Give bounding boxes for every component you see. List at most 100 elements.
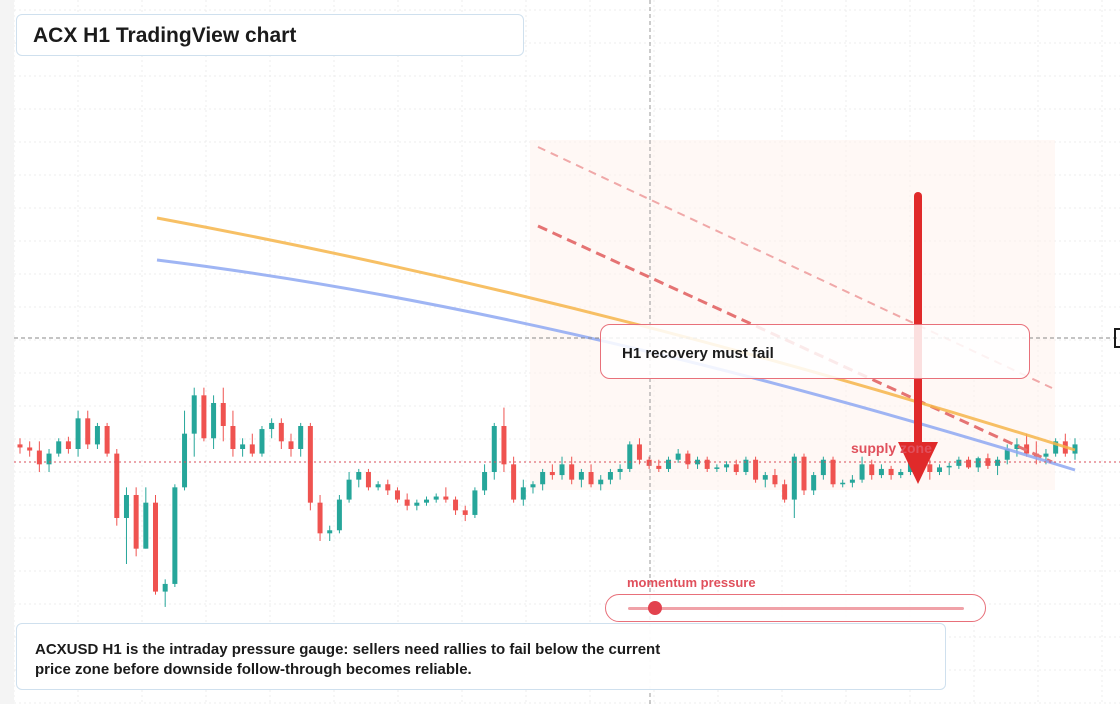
candle-body <box>414 502 420 506</box>
candle <box>956 456 962 469</box>
candle-body <box>588 472 594 485</box>
candle <box>753 456 759 483</box>
candle-body <box>356 472 362 480</box>
candle <box>336 495 342 534</box>
candle-body <box>724 464 730 468</box>
candle <box>878 464 884 479</box>
candle <box>424 496 430 506</box>
candle-body <box>695 459 701 465</box>
candle-body <box>482 472 488 491</box>
candle-body <box>191 395 197 434</box>
candle <box>288 433 294 457</box>
candle-body <box>56 441 62 454</box>
candle <box>153 495 159 595</box>
candle-body <box>1014 444 1020 449</box>
price-scale-marker <box>1114 328 1120 348</box>
candle-body <box>714 467 720 469</box>
candle-body <box>249 444 255 454</box>
candle <box>762 472 768 488</box>
candle-body <box>859 464 865 480</box>
candle <box>269 418 275 439</box>
momentum-track <box>628 607 964 610</box>
candle <box>927 459 933 480</box>
candle <box>143 487 149 549</box>
candle-body <box>898 472 904 476</box>
candle <box>627 441 633 472</box>
candle-body <box>307 426 313 503</box>
candle <box>36 441 42 472</box>
candle <box>491 422 497 480</box>
candlestick-series <box>17 387 1078 607</box>
summary-line-1: ACXUSD H1 is the intraday pressure gauge… <box>35 641 661 658</box>
candle-body <box>1004 449 1010 460</box>
candle <box>636 438 642 465</box>
candle-body <box>607 472 613 480</box>
candle <box>607 468 613 485</box>
candle-body <box>849 479 855 483</box>
candle-body <box>65 441 71 449</box>
candle-body <box>820 459 826 476</box>
candle-body <box>878 468 884 476</box>
candle <box>675 449 681 463</box>
candle <box>685 450 691 469</box>
candle <box>656 459 662 472</box>
candle <box>104 422 110 457</box>
candle <box>869 459 875 480</box>
candle-body <box>985 458 991 466</box>
candle-body <box>375 484 381 488</box>
candle <box>520 479 526 506</box>
candle-body <box>1053 441 1059 454</box>
candle-body <box>424 499 430 503</box>
candle-body <box>753 459 759 480</box>
candle <box>65 436 71 454</box>
candle-body <box>569 464 575 480</box>
candle-body <box>549 472 555 476</box>
candle <box>375 481 381 491</box>
momentum-knob <box>647 601 662 615</box>
candle <box>830 456 836 488</box>
candle <box>849 475 855 488</box>
candle-body <box>685 453 691 465</box>
candle-body <box>733 464 739 472</box>
candle-body <box>385 484 391 491</box>
candle <box>936 464 942 476</box>
candle <box>482 464 488 495</box>
candle <box>298 422 304 457</box>
candle <box>801 453 807 495</box>
candle-body <box>559 464 565 476</box>
candle-body <box>540 472 546 485</box>
candle-body <box>511 464 517 500</box>
candle-body <box>656 465 662 469</box>
candle-body <box>665 459 671 469</box>
candle <box>414 499 420 511</box>
candle-body <box>888 468 894 476</box>
candle <box>549 464 555 480</box>
candle <box>472 487 478 518</box>
candle-body <box>394 490 400 500</box>
candle-body <box>133 495 139 549</box>
candle <box>501 407 507 472</box>
candle <box>307 422 313 511</box>
candle-body <box>182 433 188 488</box>
candle <box>462 505 468 522</box>
candle <box>230 410 236 457</box>
candle <box>278 418 284 449</box>
candle-body <box>675 453 681 460</box>
candle-body <box>782 484 788 500</box>
candle-body <box>491 426 497 472</box>
candle <box>985 453 991 469</box>
candle-body <box>975 458 981 468</box>
candle <box>443 487 449 503</box>
summary-panel: ACXUSD H1 is the intraday pressure gauge… <box>16 623 946 690</box>
candle-body <box>501 426 507 465</box>
candle <box>559 456 565 480</box>
candle-body <box>646 459 652 466</box>
candle-body <box>791 456 797 500</box>
left-edge-panel <box>0 0 14 704</box>
candle <box>346 472 352 503</box>
candle-body <box>278 422 284 442</box>
candle-body <box>288 441 294 449</box>
candle <box>240 438 246 457</box>
candle-body <box>520 487 526 500</box>
